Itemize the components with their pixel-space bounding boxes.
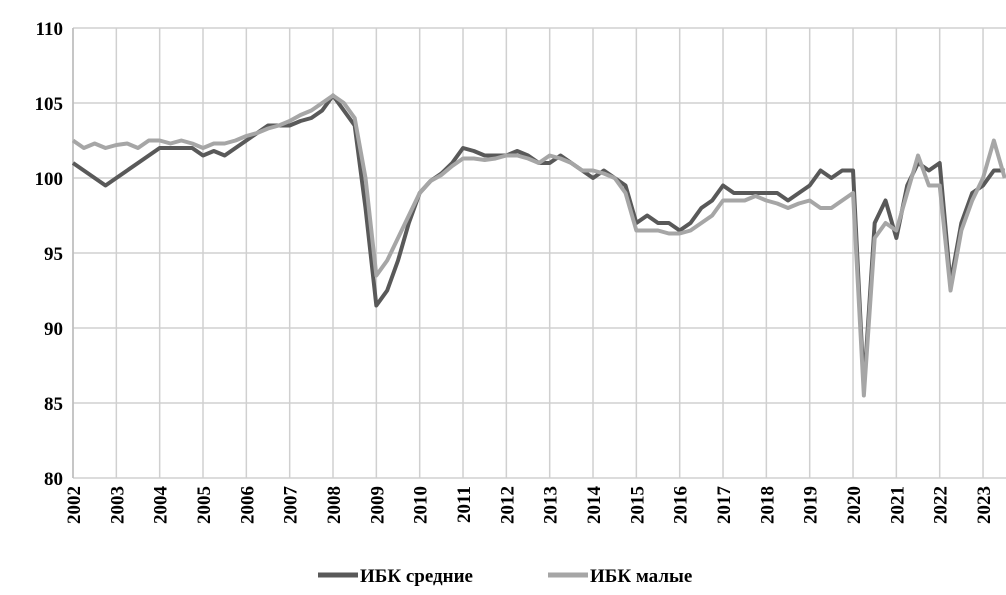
x-tick-label: 2004 — [151, 486, 172, 525]
x-tick-label: 2006 — [237, 486, 258, 524]
x-tick-label: 2019 — [801, 486, 822, 524]
x-tick-label: 2010 — [411, 486, 432, 524]
x-tick-label: 2002 — [64, 486, 85, 524]
x-tick-label: 2008 — [324, 486, 345, 524]
legend-label: ИБК средние — [360, 566, 473, 587]
y-tick-label: 90 — [44, 319, 63, 340]
y-tick-label: 105 — [35, 94, 64, 115]
x-tick-label: 2013 — [541, 486, 562, 524]
y-tick-label: 85 — [44, 394, 63, 415]
x-tick-label: 2020 — [844, 486, 865, 524]
x-tick-label: 2011 — [454, 486, 475, 523]
x-tick-label: 2009 — [367, 486, 388, 524]
x-tick-label: 2023 — [974, 486, 995, 524]
x-tick-label: 2017 — [714, 486, 735, 525]
y-tick-label: 95 — [44, 244, 63, 265]
x-tick-label: 2016 — [671, 486, 692, 524]
data-line — [71, 93, 1006, 398]
x-tick-label: 2005 — [194, 486, 215, 524]
x-tick-label: 2012 — [497, 486, 518, 524]
x-tick-label: 2014 — [584, 486, 605, 525]
data-line — [71, 93, 1005, 390]
y-tick-label: 80 — [44, 469, 63, 490]
x-tick-label: 2018 — [757, 486, 778, 524]
x-tick-label: 2003 — [107, 486, 128, 524]
x-tick-label: 2007 — [281, 486, 302, 525]
legend-label: ИБК малые — [590, 566, 692, 587]
y-tick-label: 110 — [36, 19, 63, 40]
x-tick-label: 2022 — [931, 486, 952, 524]
x-tick-label: 2021 — [887, 486, 908, 524]
x-tick-label: 2015 — [627, 486, 648, 524]
y-tick-label: 100 — [35, 169, 64, 190]
